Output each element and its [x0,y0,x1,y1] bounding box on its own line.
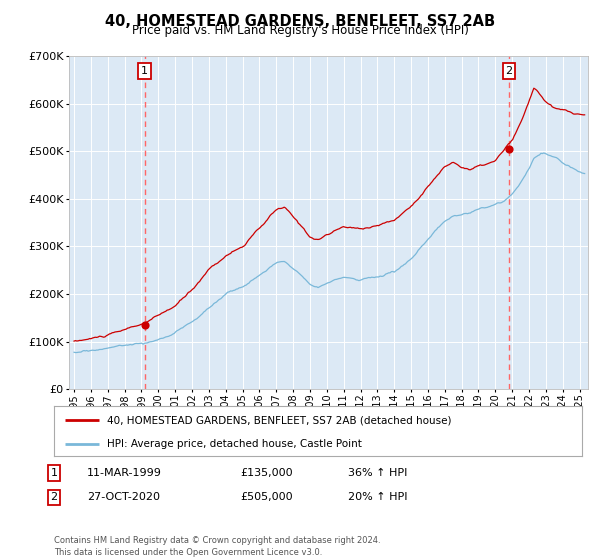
Text: 2: 2 [506,66,513,76]
Point [140,320,149,329]
Text: HPI: Average price, detached house, Castle Point: HPI: Average price, detached house, Cast… [107,439,362,449]
Point [505,144,514,153]
Text: 1: 1 [50,468,58,478]
Text: 36% ↑ HPI: 36% ↑ HPI [348,468,407,478]
Text: 11-MAR-1999: 11-MAR-1999 [87,468,162,478]
Text: £505,000: £505,000 [240,492,293,502]
Text: 20% ↑ HPI: 20% ↑ HPI [348,492,407,502]
Text: £135,000: £135,000 [240,468,293,478]
Text: 40, HOMESTEAD GARDENS, BENFLEET, SS7 2AB: 40, HOMESTEAD GARDENS, BENFLEET, SS7 2AB [105,14,495,29]
Text: 2: 2 [50,492,58,502]
Text: 27-OCT-2020: 27-OCT-2020 [87,492,160,502]
Text: Contains HM Land Registry data © Crown copyright and database right 2024.
This d: Contains HM Land Registry data © Crown c… [54,536,380,557]
Text: Price paid vs. HM Land Registry's House Price Index (HPI): Price paid vs. HM Land Registry's House … [131,24,469,37]
Text: 40, HOMESTEAD GARDENS, BENFLEET, SS7 2AB (detached house): 40, HOMESTEAD GARDENS, BENFLEET, SS7 2AB… [107,415,451,425]
Text: 1: 1 [141,66,148,76]
